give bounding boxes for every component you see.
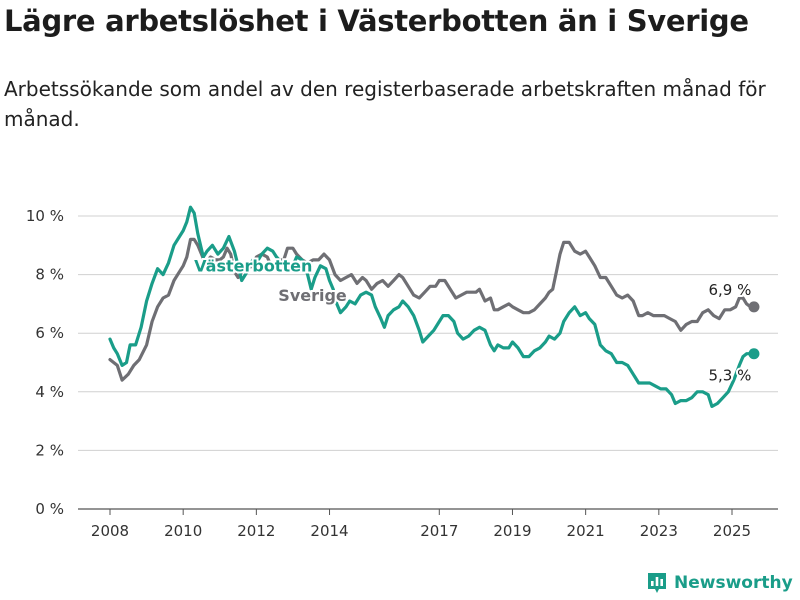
end-value-label: 6,9 % [709, 281, 752, 299]
series-line-vasterbotten [108, 205, 756, 408]
y-tick-label: 2 % [35, 441, 64, 459]
y-tick-label: 0 % [35, 500, 64, 518]
gridlines [78, 215, 778, 510]
bar-chart-icon [648, 573, 666, 593]
y-axis: 0 % 2 % 4 % 6 % 8 % 10 % [26, 207, 64, 518]
y-tick-label: 8 % [35, 266, 64, 284]
y-tick-label: 10 % [26, 207, 64, 225]
series-end-point [748, 348, 760, 360]
brand-name: Newsworthy [674, 573, 793, 593]
x-tick-label: 2023 [640, 522, 678, 540]
x-tick-label: 2014 [310, 522, 348, 540]
brand-logo: Newsworthy [646, 570, 796, 596]
series-line-sverige [108, 237, 756, 382]
series-label: Västerbotten [194, 257, 312, 276]
x-tick-label: 2012 [237, 522, 275, 540]
page-title: Lägre arbetslöshet i Västerbotten än i S… [4, 4, 749, 38]
x-tick-label: 2025 [713, 522, 751, 540]
series-lines [108, 205, 760, 408]
x-tick-label: 2019 [493, 522, 531, 540]
x-tick-label: 2021 [567, 522, 605, 540]
x-tick-label: 2017 [420, 522, 458, 540]
series-end-point [748, 301, 760, 313]
x-tick-label: 2008 [91, 522, 129, 540]
y-tick-label: 4 % [35, 383, 64, 401]
y-tick-label: 6 % [35, 324, 64, 342]
series-labels: 6,9 % Sverige 5,3 % Västerbotten [192, 255, 753, 387]
x-tick-label: 2010 [164, 522, 202, 540]
page-subtitle: Arbetssökande som andel av den registerb… [4, 77, 766, 131]
series-label: Sverige [278, 286, 347, 305]
x-axis: 2008 2010 2012 2014 2017 2019 2021 2023 2025 [91, 509, 751, 540]
end-value-label: 5,3 % [709, 367, 752, 385]
